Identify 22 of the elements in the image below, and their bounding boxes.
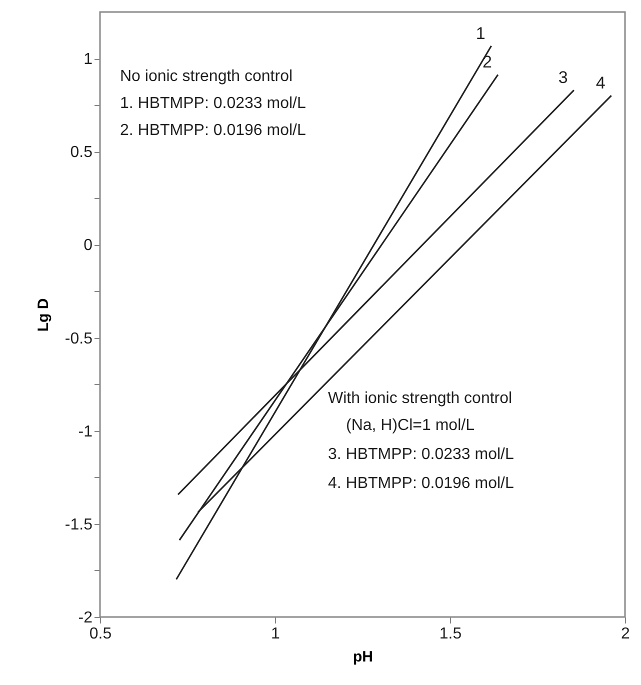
annotation: 3. HBTMPP: 0.0233 mol/L [328,446,514,463]
x-tick-label: 1 [271,626,280,642]
annotation: 2. HBTMPP: 0.0196 mol/L [120,122,306,139]
annotation: (Na, H)Cl=1 mol/L [346,417,475,434]
y-tick-label: 0 [84,237,93,254]
series-label: 1 [476,24,486,43]
y-tick-label: 0.5 [70,144,93,162]
x-tick-label: 1.5 [439,626,462,642]
annotation: 4. HBTMPP: 0.0196 mol/L [328,475,514,492]
annotation: No ionic strength control [120,68,293,85]
y-tick-label: 1 [84,51,93,68]
annotation: 1. HBTMPP: 0.0233 mol/L [120,95,306,112]
series-label: 3 [558,68,568,88]
y-tick-label: -0.5 [64,330,93,348]
y-tick-label: -1.5 [64,516,93,534]
series-label: 4 [596,74,606,93]
x-tick-label: 2 [621,626,630,642]
annotation: With ionic strength control [328,390,512,407]
y-axis-title: Lg D [34,298,52,332]
y-tick-label: -1 [78,423,93,440]
x-axis-title: pH [353,648,373,666]
y-tick-label: -2 [78,610,93,626]
